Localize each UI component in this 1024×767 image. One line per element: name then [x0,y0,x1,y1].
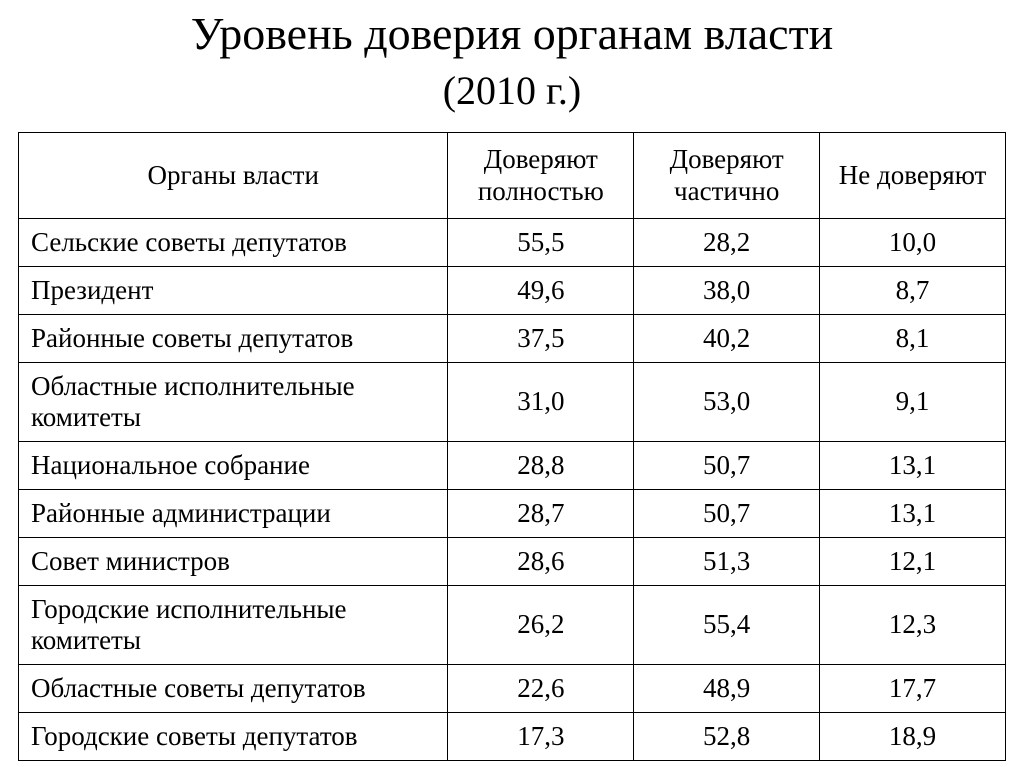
cell-partial: 51,3 [634,537,820,585]
cell-partial: 28,2 [634,218,820,266]
cell-no: 18,9 [820,712,1006,760]
cell-full: 28,6 [448,537,634,585]
cell-full: 17,3 [448,712,634,760]
cell-no: 12,1 [820,537,1006,585]
table-row: Городские советы депутатов 17,3 52,8 18,… [19,712,1006,760]
cell-partial: 38,0 [634,266,820,314]
cell-full: 22,6 [448,664,634,712]
cell-full: 28,7 [448,489,634,537]
cell-partial: 53,0 [634,362,820,441]
col-organ: Органы власти [19,132,448,218]
cell-organ: Городские советы депутатов [19,712,448,760]
cell-no: 8,7 [820,266,1006,314]
cell-full: 37,5 [448,314,634,362]
cell-full: 55,5 [448,218,634,266]
cell-no: 12,3 [820,585,1006,664]
cell-full: 26,2 [448,585,634,664]
cell-full: 49,6 [448,266,634,314]
table-body: Сельские советы депутатов 55,5 28,2 10,0… [19,218,1006,760]
col-no: Не доверяют [820,132,1006,218]
cell-partial: 40,2 [634,314,820,362]
cell-no: 8,1 [820,314,1006,362]
cell-organ: Областные советы депутатов [19,664,448,712]
cell-organ: Областные исполнительные комитеты [19,362,448,441]
cell-organ: Районные администрации [19,489,448,537]
cell-organ: Совет министров [19,537,448,585]
table-header-row: Органы власти Доверяют полностью Доверяю… [19,132,1006,218]
page-subtitle: (2010 г.) [0,67,1024,114]
cell-no: 13,1 [820,441,1006,489]
cell-partial: 55,4 [634,585,820,664]
table-row: Областные исполнительные комитеты 31,0 5… [19,362,1006,441]
cell-partial: 50,7 [634,441,820,489]
trust-table: Органы власти Доверяют полностью Доверяю… [18,132,1006,761]
col-full: Доверяют полностью [448,132,634,218]
page-title: Уровень доверия органам власти [0,8,1024,61]
cell-no: 10,0 [820,218,1006,266]
cell-organ: Национальное собрание [19,441,448,489]
table-row: Сельские советы депутатов 55,5 28,2 10,0 [19,218,1006,266]
table-row: Городские исполнительные комитеты 26,2 5… [19,585,1006,664]
cell-organ: Районные советы депутатов [19,314,448,362]
col-partial: Доверяют частично [634,132,820,218]
cell-organ: Президент [19,266,448,314]
cell-partial: 52,8 [634,712,820,760]
table-row: Районные советы депутатов 37,5 40,2 8,1 [19,314,1006,362]
cell-organ: Сельские советы депутатов [19,218,448,266]
cell-partial: 48,9 [634,664,820,712]
table-row: Областные советы депутатов 22,6 48,9 17,… [19,664,1006,712]
cell-partial: 50,7 [634,489,820,537]
cell-no: 13,1 [820,489,1006,537]
cell-full: 28,8 [448,441,634,489]
table-row: Районные администрации 28,7 50,7 13,1 [19,489,1006,537]
table-row: Президент 49,6 38,0 8,7 [19,266,1006,314]
cell-no: 17,7 [820,664,1006,712]
table-row: Совет министров 28,6 51,3 12,1 [19,537,1006,585]
table-row: Национальное собрание 28,8 50,7 13,1 [19,441,1006,489]
cell-no: 9,1 [820,362,1006,441]
cell-full: 31,0 [448,362,634,441]
cell-organ: Городские исполнительные комитеты [19,585,448,664]
